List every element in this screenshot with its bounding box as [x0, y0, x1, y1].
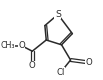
Text: O: O — [85, 58, 92, 67]
Text: Cl: Cl — [56, 68, 65, 77]
Text: CH₃: CH₃ — [0, 41, 15, 50]
Text: O: O — [18, 41, 25, 50]
Text: S: S — [55, 10, 61, 19]
Text: O: O — [29, 62, 36, 70]
